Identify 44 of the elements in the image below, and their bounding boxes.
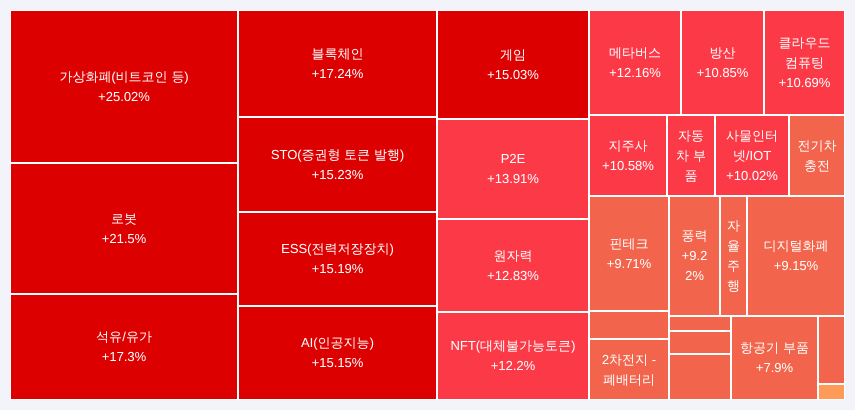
data-label: +12.83% [487,266,539,284]
category-label: 전기차 충전 [796,136,838,174]
data-label: +10.69% [778,74,830,92]
category-label: 가상화폐(비트코인 등) [59,68,189,86]
category-label: 사물인터넷/IOT [725,126,779,164]
data-label: +13.91% [487,170,539,188]
data-label: +9.22% [680,247,708,285]
data-label: +9.15% [774,257,818,275]
category-label: 블록체인 [312,44,364,62]
category-label: 게임 [500,46,526,64]
category-label: 클라우드 컴퓨팅 [778,34,832,72]
data-label: +10.58% [602,156,654,174]
category-label: 원자력 [494,246,532,264]
data-label: +7.9% [756,359,794,377]
data-label: +9.71% [606,254,652,272]
data-label: +10.85% [696,64,748,82]
category-label: 방산 [710,44,736,62]
data-label: +21.5% [102,230,146,248]
data-label: +15.19% [312,260,364,278]
category-label: NFT(대체불가능토큰) [450,337,576,355]
data-label: +10.02% [726,166,778,184]
category-label: 항공기 부품 [740,339,809,357]
data-label: +25.02% [98,88,150,106]
category-label: 자동차 부품 [675,126,707,184]
category-label: 2차전지 - 폐배터리 [600,350,658,388]
category-label: 핀테크 [610,234,648,252]
category-label: 로봇 [111,210,137,228]
category-label: STO(증권형 토큰 발행) [270,146,404,164]
category-label: P2E [500,150,526,168]
category-label: AI(인공지능) [301,334,374,352]
category-label: ESS(전력저장장치) [281,240,394,258]
data-label: +15.23% [312,166,364,184]
data-label: +12.16% [609,64,661,82]
category-label: 석유/유가 [96,328,152,346]
category-label: 자율주행 [727,217,740,295]
category-label: 디지털화폐 [764,237,828,255]
data-label: +17.3% [102,348,146,366]
category-label: 풍력 [682,227,708,245]
data-label: +12.2% [490,357,536,375]
category-label: 메타버스 [609,44,661,62]
data-label: +15.03% [487,66,539,84]
category-label: 지주사 [608,136,648,154]
data-label: +17.24% [312,64,364,82]
data-label: +15.15% [312,354,364,372]
